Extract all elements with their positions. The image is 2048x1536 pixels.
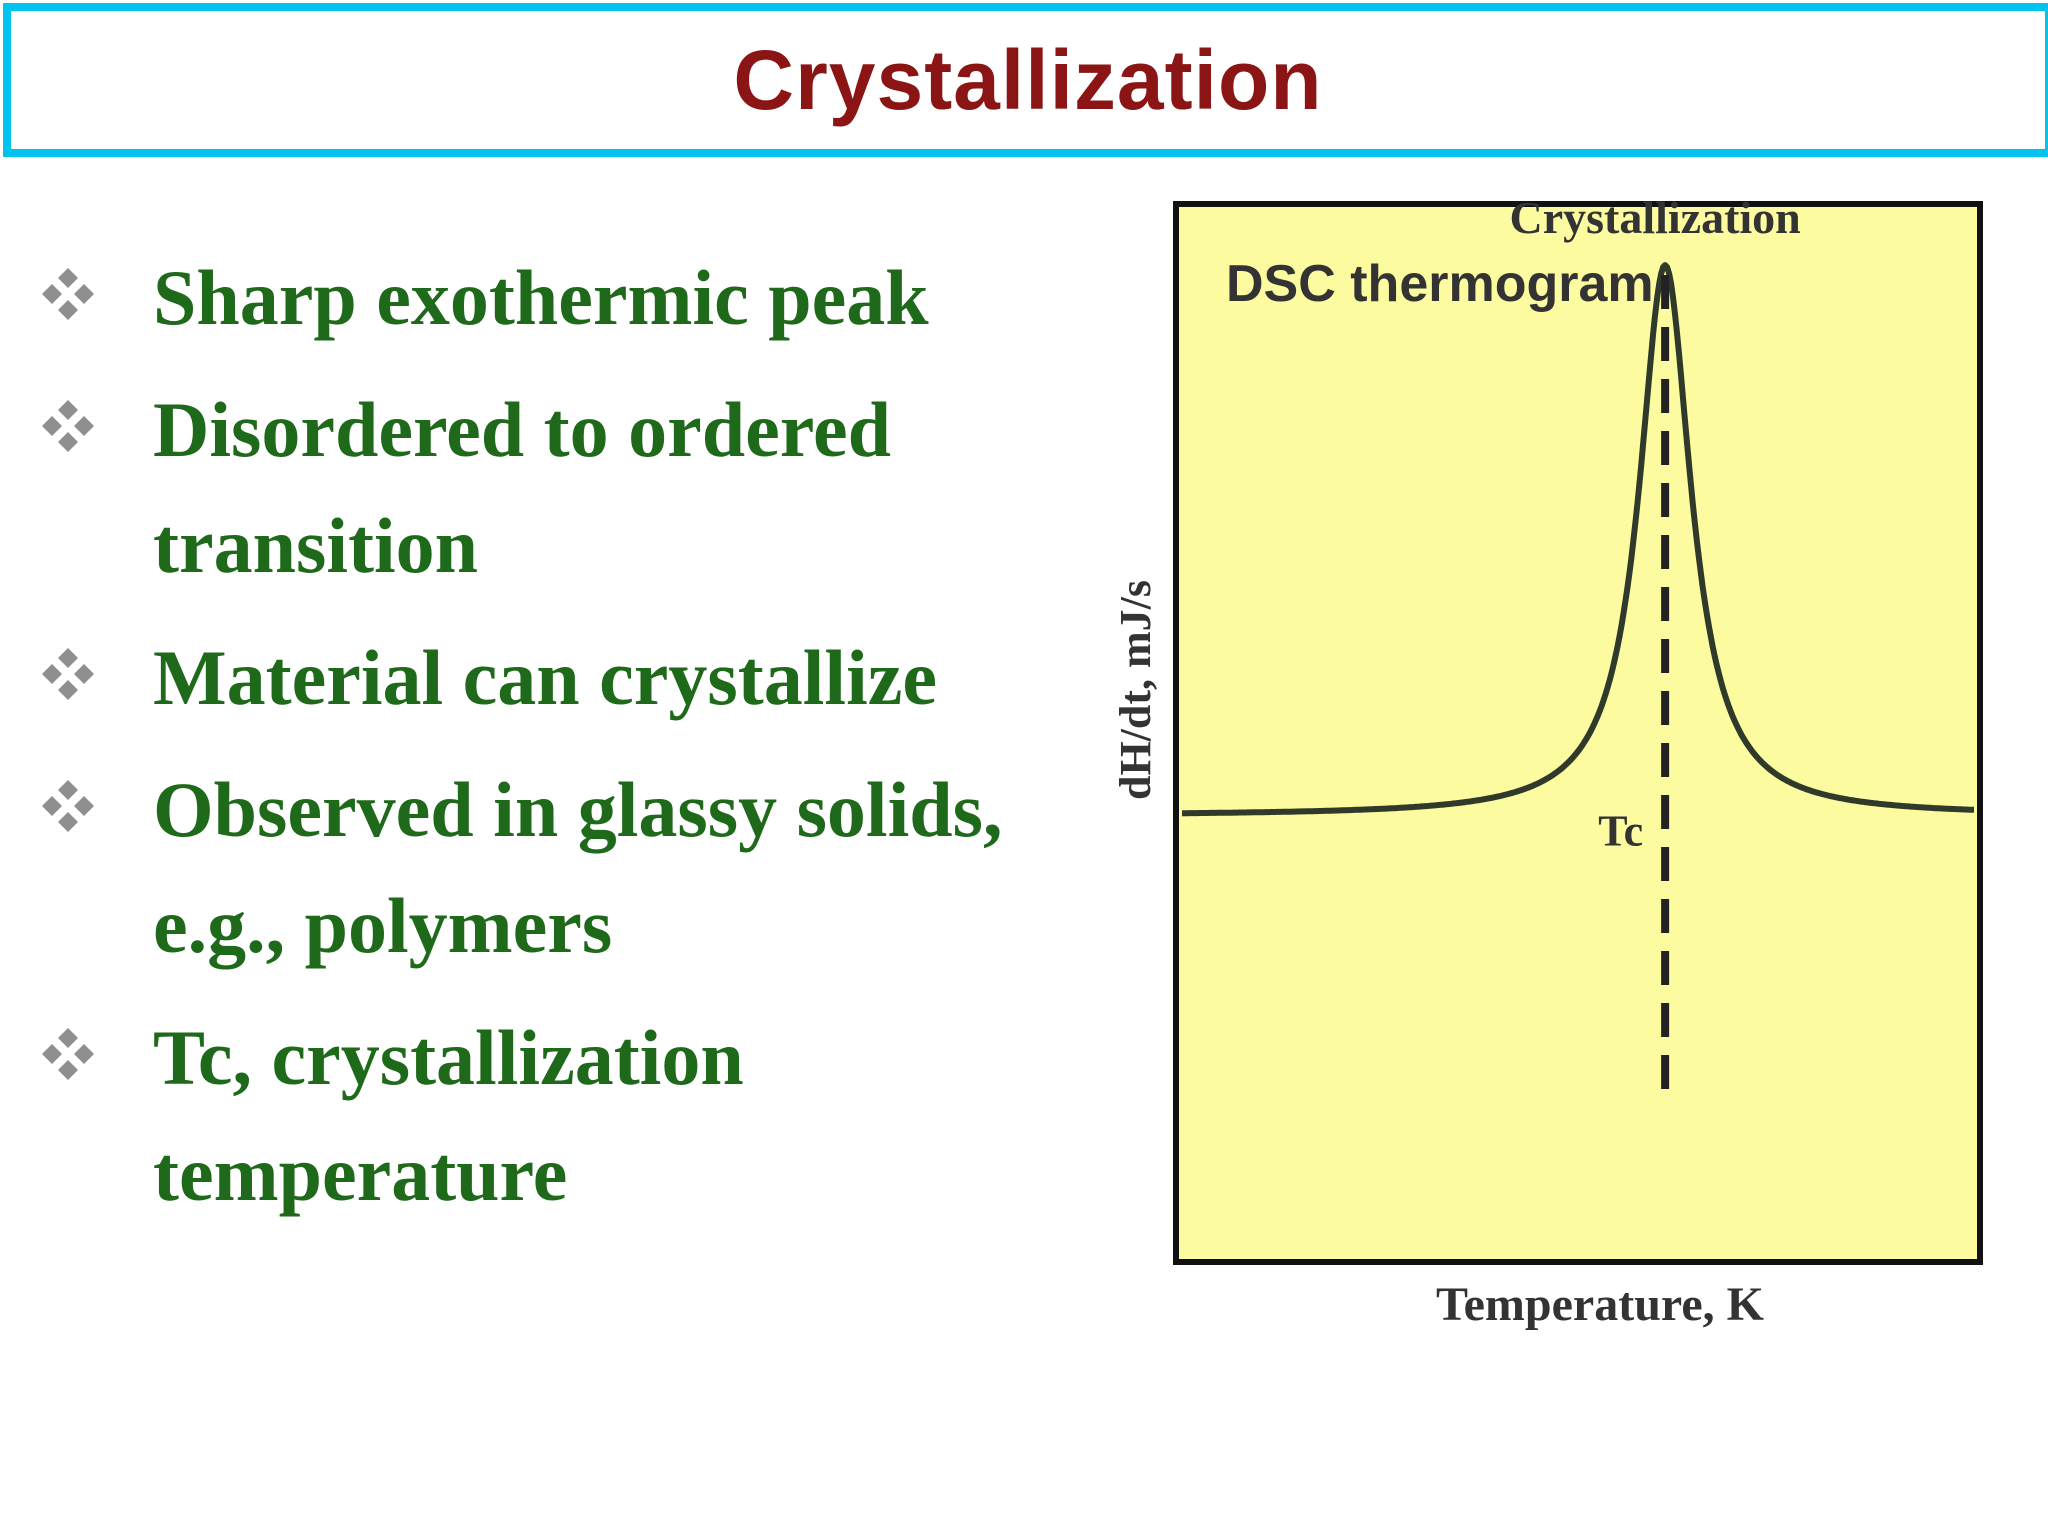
bullet-list: Sharp exothermic peak Disordered to orde… [40,240,1080,1248]
series-line [1181,262,1975,817]
tc-annotation: Tc [1598,807,1643,856]
diamond-cluster-icon [42,648,94,700]
plot-frame [1173,201,1983,1265]
bullet-item: Observed in glassy solids, e.g., polymer… [40,752,1080,984]
diamond-cluster-icon [42,400,94,452]
diamond-cluster-icon [42,268,94,320]
slide-title: Crystallization [733,32,1323,127]
bullet-text: Material can crystallize [153,634,937,721]
bullet-text: Disordered to ordered transition [153,386,891,589]
peak-annotation: Crystallization [1509,192,1800,243]
chart-title: DSC thermogram [1226,255,1654,313]
y-axis-label: dH/dt, mJ/s [1111,580,1160,800]
bullet-item: Tc, crystallization temperature [40,1000,1080,1232]
bullet-item: Material can crystallize [40,620,1080,736]
bullet-text: Tc, crystallization temperature [153,1014,744,1217]
bullet-item: Sharp exothermic peak [40,240,1080,356]
bullet-text: Observed in glassy solids, e.g., polymer… [153,766,1003,969]
dsc-chart: DSC thermogram Crystallization Tc dH/dt,… [1111,192,1983,1331]
diamond-cluster-icon [42,780,94,832]
diamond-cluster-icon [42,1028,94,1080]
bullet-item: Disordered to ordered transition [40,372,1080,604]
title-bar: Crystallization [3,3,2048,157]
bullet-text: Sharp exothermic peak [153,254,929,341]
x-axis-label: Temperature, K [1436,1278,1764,1331]
